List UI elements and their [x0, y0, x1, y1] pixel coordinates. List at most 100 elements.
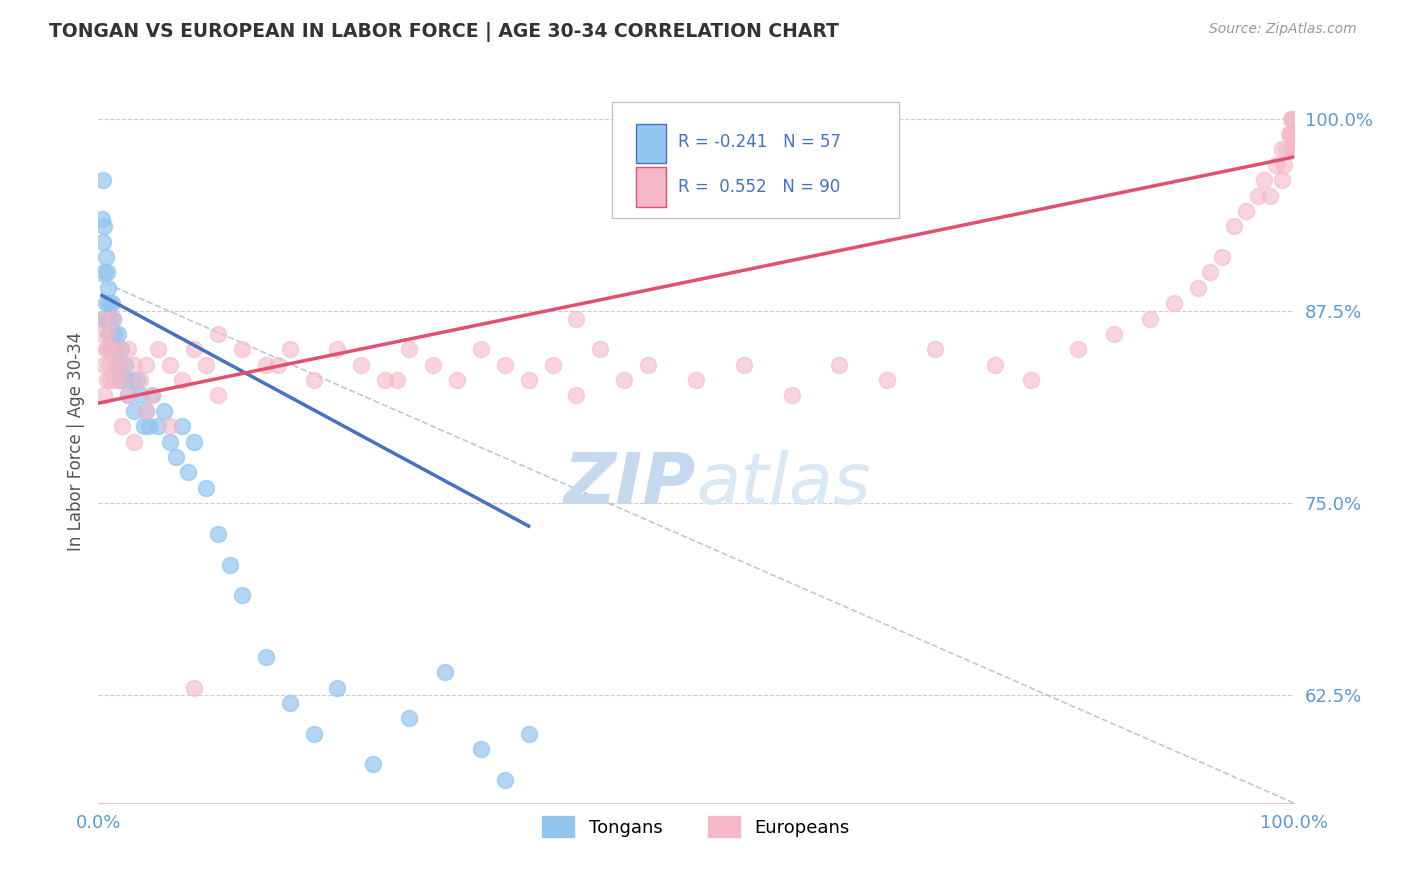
Point [98, 358, 121, 372]
Point [1278, 127, 1301, 141]
Point [207, 388, 229, 402]
Point [1282, 127, 1305, 141]
Point [91, 326, 114, 341]
Point [1282, 112, 1305, 126]
Point [111, 419, 134, 434]
Point [153, 404, 176, 418]
Point [1279, 112, 1302, 126]
Point [117, 388, 139, 402]
Point [138, 419, 160, 434]
Point [434, 665, 457, 680]
Point [91, 211, 114, 226]
Point [363, 757, 385, 772]
Point [470, 742, 492, 756]
Point [1272, 158, 1295, 172]
Point [93, 388, 115, 402]
Point [98, 311, 122, 326]
Point [302, 373, 325, 387]
Point [207, 526, 229, 541]
Point [98, 326, 121, 341]
Point [129, 373, 152, 387]
Point [159, 358, 181, 372]
Point [565, 388, 588, 402]
Point [91, 235, 114, 249]
Point [1278, 127, 1301, 141]
Point [172, 419, 194, 434]
Point [135, 404, 157, 418]
Point [422, 358, 444, 372]
Point [105, 358, 128, 372]
Point [141, 388, 163, 402]
Point [94, 343, 117, 357]
Point [108, 358, 131, 372]
Point [98, 343, 122, 357]
Point [1281, 143, 1303, 157]
Point [177, 465, 200, 479]
Point [100, 296, 122, 310]
Point [219, 558, 242, 572]
Point [117, 388, 139, 402]
Point [1163, 296, 1185, 310]
Point [517, 726, 540, 740]
Text: Source: ZipAtlas.com: Source: ZipAtlas.com [1209, 22, 1357, 37]
Text: TONGAN VS EUROPEAN IN LABOR FORCE | AGE 30-34 CORRELATION CHART: TONGAN VS EUROPEAN IN LABOR FORCE | AGE … [49, 22, 839, 42]
Point [111, 373, 134, 387]
Point [105, 358, 128, 372]
Point [984, 358, 1007, 372]
Point [254, 649, 277, 664]
Point [1139, 311, 1161, 326]
Point [195, 481, 218, 495]
Point [231, 343, 253, 357]
Point [541, 358, 564, 372]
Point [91, 311, 114, 326]
Point [1067, 343, 1090, 357]
Text: atlas: atlas [696, 450, 870, 519]
Point [1187, 281, 1209, 295]
Point [107, 358, 129, 372]
Point [278, 696, 301, 710]
Point [96, 343, 118, 357]
Point [350, 358, 373, 372]
Point [374, 373, 396, 387]
Point [124, 358, 146, 372]
Point [1223, 219, 1246, 234]
Point [101, 311, 124, 326]
Point [135, 404, 157, 418]
Point [124, 404, 146, 418]
Point [326, 343, 349, 357]
Point [111, 373, 134, 387]
Text: R = -0.241   N = 57: R = -0.241 N = 57 [678, 133, 841, 151]
Point [148, 343, 170, 357]
Point [104, 343, 127, 357]
Point [108, 373, 131, 387]
Point [96, 265, 118, 279]
FancyBboxPatch shape [637, 124, 666, 163]
Point [97, 326, 120, 341]
Point [124, 434, 146, 449]
Point [183, 343, 205, 357]
Point [254, 358, 277, 372]
Point [1199, 265, 1222, 279]
Point [121, 373, 143, 387]
Text: ZIP: ZIP [564, 450, 696, 519]
Point [780, 388, 803, 402]
Point [107, 326, 129, 341]
Point [1281, 127, 1303, 141]
Point [613, 373, 636, 387]
Point [98, 343, 122, 357]
Point [141, 388, 163, 402]
Point [267, 358, 290, 372]
Point [637, 358, 659, 372]
Text: R =  0.552   N = 90: R = 0.552 N = 90 [678, 178, 841, 196]
Point [924, 343, 946, 357]
Point [96, 373, 118, 387]
Point [107, 343, 129, 357]
Y-axis label: In Labor Force | Age 30-34: In Labor Force | Age 30-34 [66, 332, 84, 551]
Point [97, 326, 120, 341]
Point [685, 373, 707, 387]
Point [1019, 373, 1042, 387]
Point [326, 681, 349, 695]
Point [129, 388, 152, 402]
Point [94, 250, 117, 264]
Point [1258, 188, 1281, 202]
